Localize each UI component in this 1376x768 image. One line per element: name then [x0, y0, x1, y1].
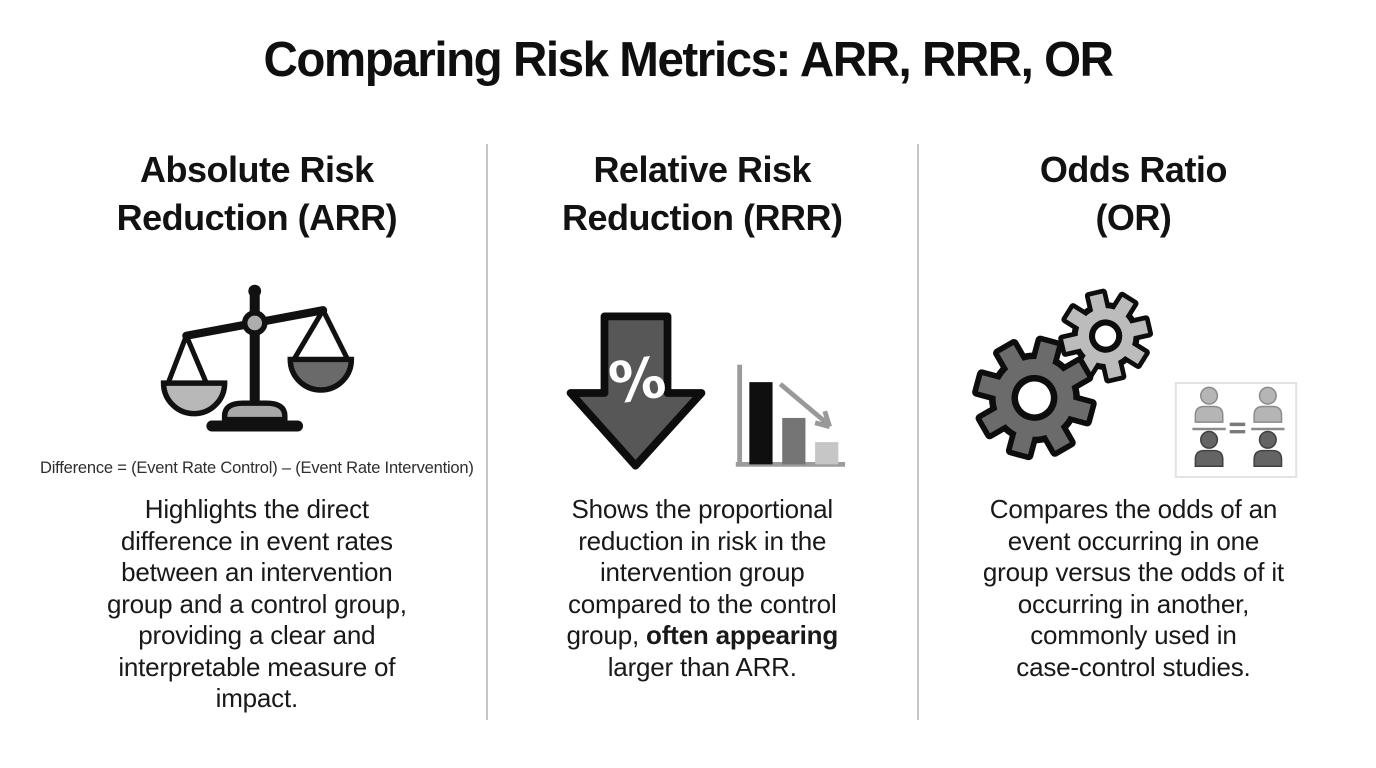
bar-medium — [782, 418, 806, 465]
rrr-desc-bold-text: often appearing — [646, 620, 839, 651]
trend-arrow — [778, 382, 831, 427]
page-title: Comparing Risk Metrics: ARR, RRR, OR — [263, 33, 1114, 87]
column-or-icon-zone — [931, 246, 1336, 479]
bar-tall — [749, 382, 773, 465]
rrr-desc-text-end: larger than ARR. — [607, 651, 797, 682]
column-arr-icon-zone: Difference = (Event Rate Control) – (Eve… — [40, 246, 474, 478]
rrr-desc-text: Shows the proportional reduction in risk… — [566, 494, 837, 651]
column-arr-heading: Absolute Risk Reduction (ARR) — [116, 149, 398, 238]
column-rrr-icon-zone: % — [500, 246, 905, 478]
or-icon-row — [967, 284, 1299, 479]
column-rrr: Relative Risk Reduction (RRR) % — [485, 144, 919, 721]
column-or-heading: Odds Ratio (OR) — [1039, 149, 1228, 238]
percent-symbol: % — [605, 345, 670, 417]
bar-short — [815, 442, 839, 465]
equals-sign — [1230, 422, 1246, 427]
big-gear — [972, 335, 1098, 461]
column-arr-description: Highlights the direct difference in even… — [106, 494, 407, 714]
column-or: Odds Ratio (OR) — [919, 144, 1348, 720]
declining-bar-chart-icon — [736, 365, 846, 468]
rrr-icon-row: % — [556, 306, 848, 478]
people-odds-ratio-icon — [1175, 382, 1298, 479]
column-rrr-heading: Relative Risk Reduction (RRR) — [562, 149, 843, 238]
arr-formula: Difference = (Event Rate Control) – (Eve… — [40, 459, 474, 478]
column-arr: Absolute Risk Reduction (ARR) Diffe — [28, 144, 486, 720]
column-rrr-description: Shows the proportional reduction in risk… — [566, 494, 838, 683]
column-or-description: Compares the odds of an event occurring … — [982, 494, 1284, 682]
balance-scale-icon — [160, 285, 354, 432]
gears-icon — [972, 289, 1154, 461]
percent-down-arrow-icon: % — [566, 312, 706, 470]
small-gear — [1058, 289, 1154, 384]
columns-container: Absolute Risk Reduction (ARR) Diffe — [28, 144, 1348, 721]
